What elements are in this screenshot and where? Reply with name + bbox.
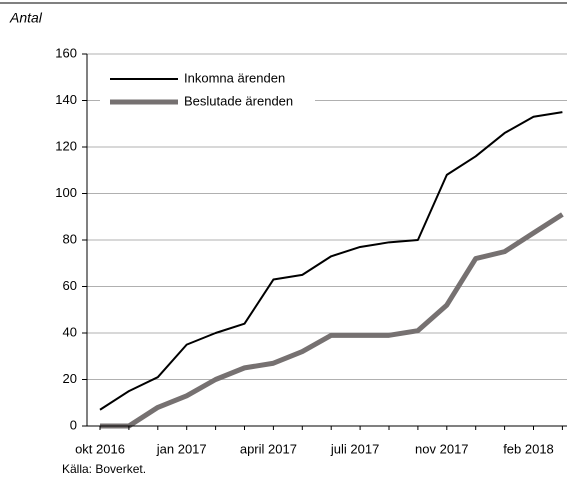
y-tick-label: 120 <box>55 138 77 153</box>
y-tick-label: 0 <box>70 417 77 432</box>
grid <box>87 53 567 380</box>
axes: 0 20 40 60 80 100 120 140 160 okt 2016 jan 2017 apr… <box>55 45 567 456</box>
y-tick-label: 40 <box>63 324 77 339</box>
legend-box <box>100 64 315 118</box>
y-tick-label: 80 <box>63 231 77 246</box>
y-tick-label: 140 <box>55 92 77 107</box>
y-axis-label: Antal <box>9 10 43 26</box>
series-line <box>100 212 564 429</box>
x-tick-label: feb 2018 <box>503 441 554 456</box>
series-line <box>99 111 563 411</box>
y-tick-label: 20 <box>63 371 77 386</box>
x-tick-label: nov 2017 <box>415 441 469 456</box>
y-tick-label: 160 <box>55 45 77 60</box>
x-tick-label: april 2017 <box>240 441 297 456</box>
lines <box>99 111 564 429</box>
legend-label: Beslutade ärenden <box>184 93 293 108</box>
x-tick-label: jan 2017 <box>156 441 207 456</box>
y-tick-label: 60 <box>63 278 77 293</box>
x-tick-label: okt 2016 <box>75 441 125 456</box>
y-tick-label: 100 <box>55 185 77 200</box>
legend-label: Inkomna ärenden <box>184 70 285 85</box>
legend: Inkomna ärenden Beslutade ärenden <box>100 64 315 118</box>
source: Källa: Boverket. <box>62 462 146 476</box>
x-tick-label: juli 2017 <box>330 441 379 456</box>
